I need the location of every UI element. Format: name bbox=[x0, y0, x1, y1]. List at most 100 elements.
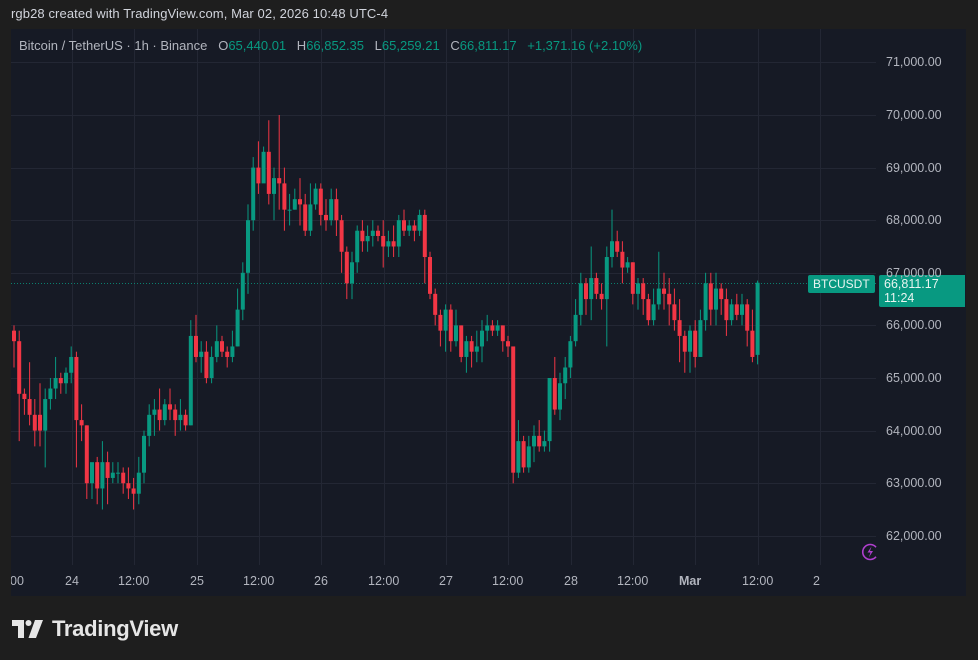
candle-body bbox=[469, 341, 474, 352]
candle-body bbox=[339, 220, 344, 252]
candle-body bbox=[194, 335, 198, 357]
candle-body bbox=[64, 372, 68, 384]
candle-body bbox=[147, 414, 152, 436]
candle-body bbox=[625, 262, 630, 268]
high-value: 66,852.35 bbox=[306, 38, 365, 53]
candle-body bbox=[745, 304, 750, 331]
candle-body bbox=[162, 404, 167, 421]
candle-body bbox=[480, 330, 484, 347]
time-axis-label: 25 bbox=[190, 574, 204, 588]
price-axis-label: 67,000.00 bbox=[886, 265, 942, 280]
candle-body bbox=[662, 288, 666, 294]
lightning-icon[interactable] bbox=[861, 543, 879, 561]
candle-body bbox=[74, 356, 79, 421]
candle-body bbox=[126, 483, 131, 489]
time-axis-label: 28 bbox=[564, 574, 578, 588]
candle-body bbox=[433, 293, 438, 315]
candle-body bbox=[344, 251, 349, 284]
candle-body bbox=[251, 167, 256, 221]
time-axis-label: 12:00 bbox=[368, 574, 400, 588]
candle-body bbox=[272, 178, 276, 194]
candle-body bbox=[298, 199, 302, 205]
time-axis-label: 26 bbox=[314, 574, 328, 588]
candle-body bbox=[110, 472, 115, 478]
candle-body bbox=[422, 214, 427, 258]
candle-body bbox=[604, 257, 609, 300]
tradingview-logo-icon bbox=[12, 620, 43, 638]
candle-body bbox=[407, 225, 412, 231]
candle-body bbox=[448, 309, 453, 342]
candle-body bbox=[84, 425, 89, 484]
candle-body bbox=[490, 325, 495, 331]
candle-body bbox=[90, 462, 94, 484]
candle-body bbox=[173, 409, 178, 421]
candle-body bbox=[714, 288, 718, 310]
candle-body bbox=[27, 399, 32, 415]
tradingview-logo[interactable]: TradingView bbox=[12, 616, 178, 642]
candle-body bbox=[235, 309, 240, 347]
candle-body bbox=[402, 220, 406, 231]
candle-body bbox=[589, 278, 594, 300]
symbol-legend: Bitcoin / TetherUS · 1h · Binance O65,44… bbox=[19, 38, 649, 53]
candle-body bbox=[350, 262, 354, 284]
candle-body bbox=[474, 346, 479, 352]
candle-body bbox=[292, 199, 297, 210]
candle-body bbox=[240, 272, 245, 310]
candle-body bbox=[360, 230, 365, 242]
candle-body bbox=[105, 462, 110, 478]
candle-body bbox=[698, 320, 703, 357]
candle-body bbox=[69, 356, 74, 373]
candle-body bbox=[355, 230, 360, 263]
candle-body bbox=[636, 283, 640, 294]
candle-body bbox=[287, 209, 292, 211]
candle-body bbox=[168, 404, 172, 410]
close-value: 66,811.17 bbox=[459, 38, 517, 53]
price-axis-label: 71,000.00 bbox=[886, 54, 942, 69]
candle-body bbox=[157, 409, 162, 421]
open-value: 65,440.01 bbox=[228, 38, 287, 53]
candle-body bbox=[656, 288, 661, 305]
price-axis-label: 66,000.00 bbox=[886, 317, 942, 332]
symbol-title[interactable]: Bitcoin / TetherUS · 1h · Binance bbox=[19, 38, 208, 53]
candle-body bbox=[396, 220, 401, 247]
candle-body bbox=[573, 314, 578, 342]
time-axis-label: 12:00 bbox=[118, 574, 150, 588]
last-price-badge: 66,811.17 11:24 bbox=[879, 275, 965, 307]
candle-body bbox=[370, 230, 375, 236]
candle-body bbox=[630, 262, 635, 294]
time-axis-label: 12:00 bbox=[492, 574, 524, 588]
candle-body bbox=[438, 314, 443, 331]
candle-body bbox=[282, 183, 287, 210]
candle-body bbox=[526, 446, 531, 468]
candle-body bbox=[542, 441, 547, 447]
candle-body bbox=[516, 441, 521, 473]
time-axis-label: 12:00 bbox=[243, 574, 275, 588]
candle-body bbox=[734, 304, 739, 315]
candle-body bbox=[563, 367, 568, 384]
candle-body bbox=[428, 257, 432, 294]
candle-body bbox=[688, 330, 692, 352]
candle-body bbox=[230, 346, 235, 357]
candle-body bbox=[246, 220, 250, 273]
candle-body bbox=[386, 241, 391, 247]
candle-body bbox=[740, 304, 744, 315]
candle-body bbox=[209, 356, 214, 378]
time-axis-label: 2 bbox=[813, 574, 820, 588]
chart-panel[interactable]: Bitcoin / TetherUS · 1h · Binance O65,44… bbox=[11, 29, 966, 596]
price-axis-label: 64,000.00 bbox=[886, 423, 942, 438]
candle-body bbox=[500, 325, 505, 342]
candle-body bbox=[32, 414, 37, 431]
candlestick-chart[interactable] bbox=[11, 29, 966, 596]
ticker-badge: BTCUSDT bbox=[808, 275, 875, 293]
candle-body bbox=[142, 435, 146, 473]
candle-body bbox=[532, 435, 536, 447]
candle-body bbox=[708, 283, 713, 310]
candle-body bbox=[667, 293, 672, 305]
candle-body bbox=[183, 414, 188, 426]
candle-body bbox=[199, 351, 204, 357]
time-axis-label: 24 bbox=[65, 574, 79, 588]
change-value: +1,371.16 (+2.10%) bbox=[527, 38, 643, 53]
time-axis-label: 12:00 bbox=[742, 574, 774, 588]
candle-body bbox=[485, 325, 490, 331]
open-label: O bbox=[218, 38, 229, 53]
